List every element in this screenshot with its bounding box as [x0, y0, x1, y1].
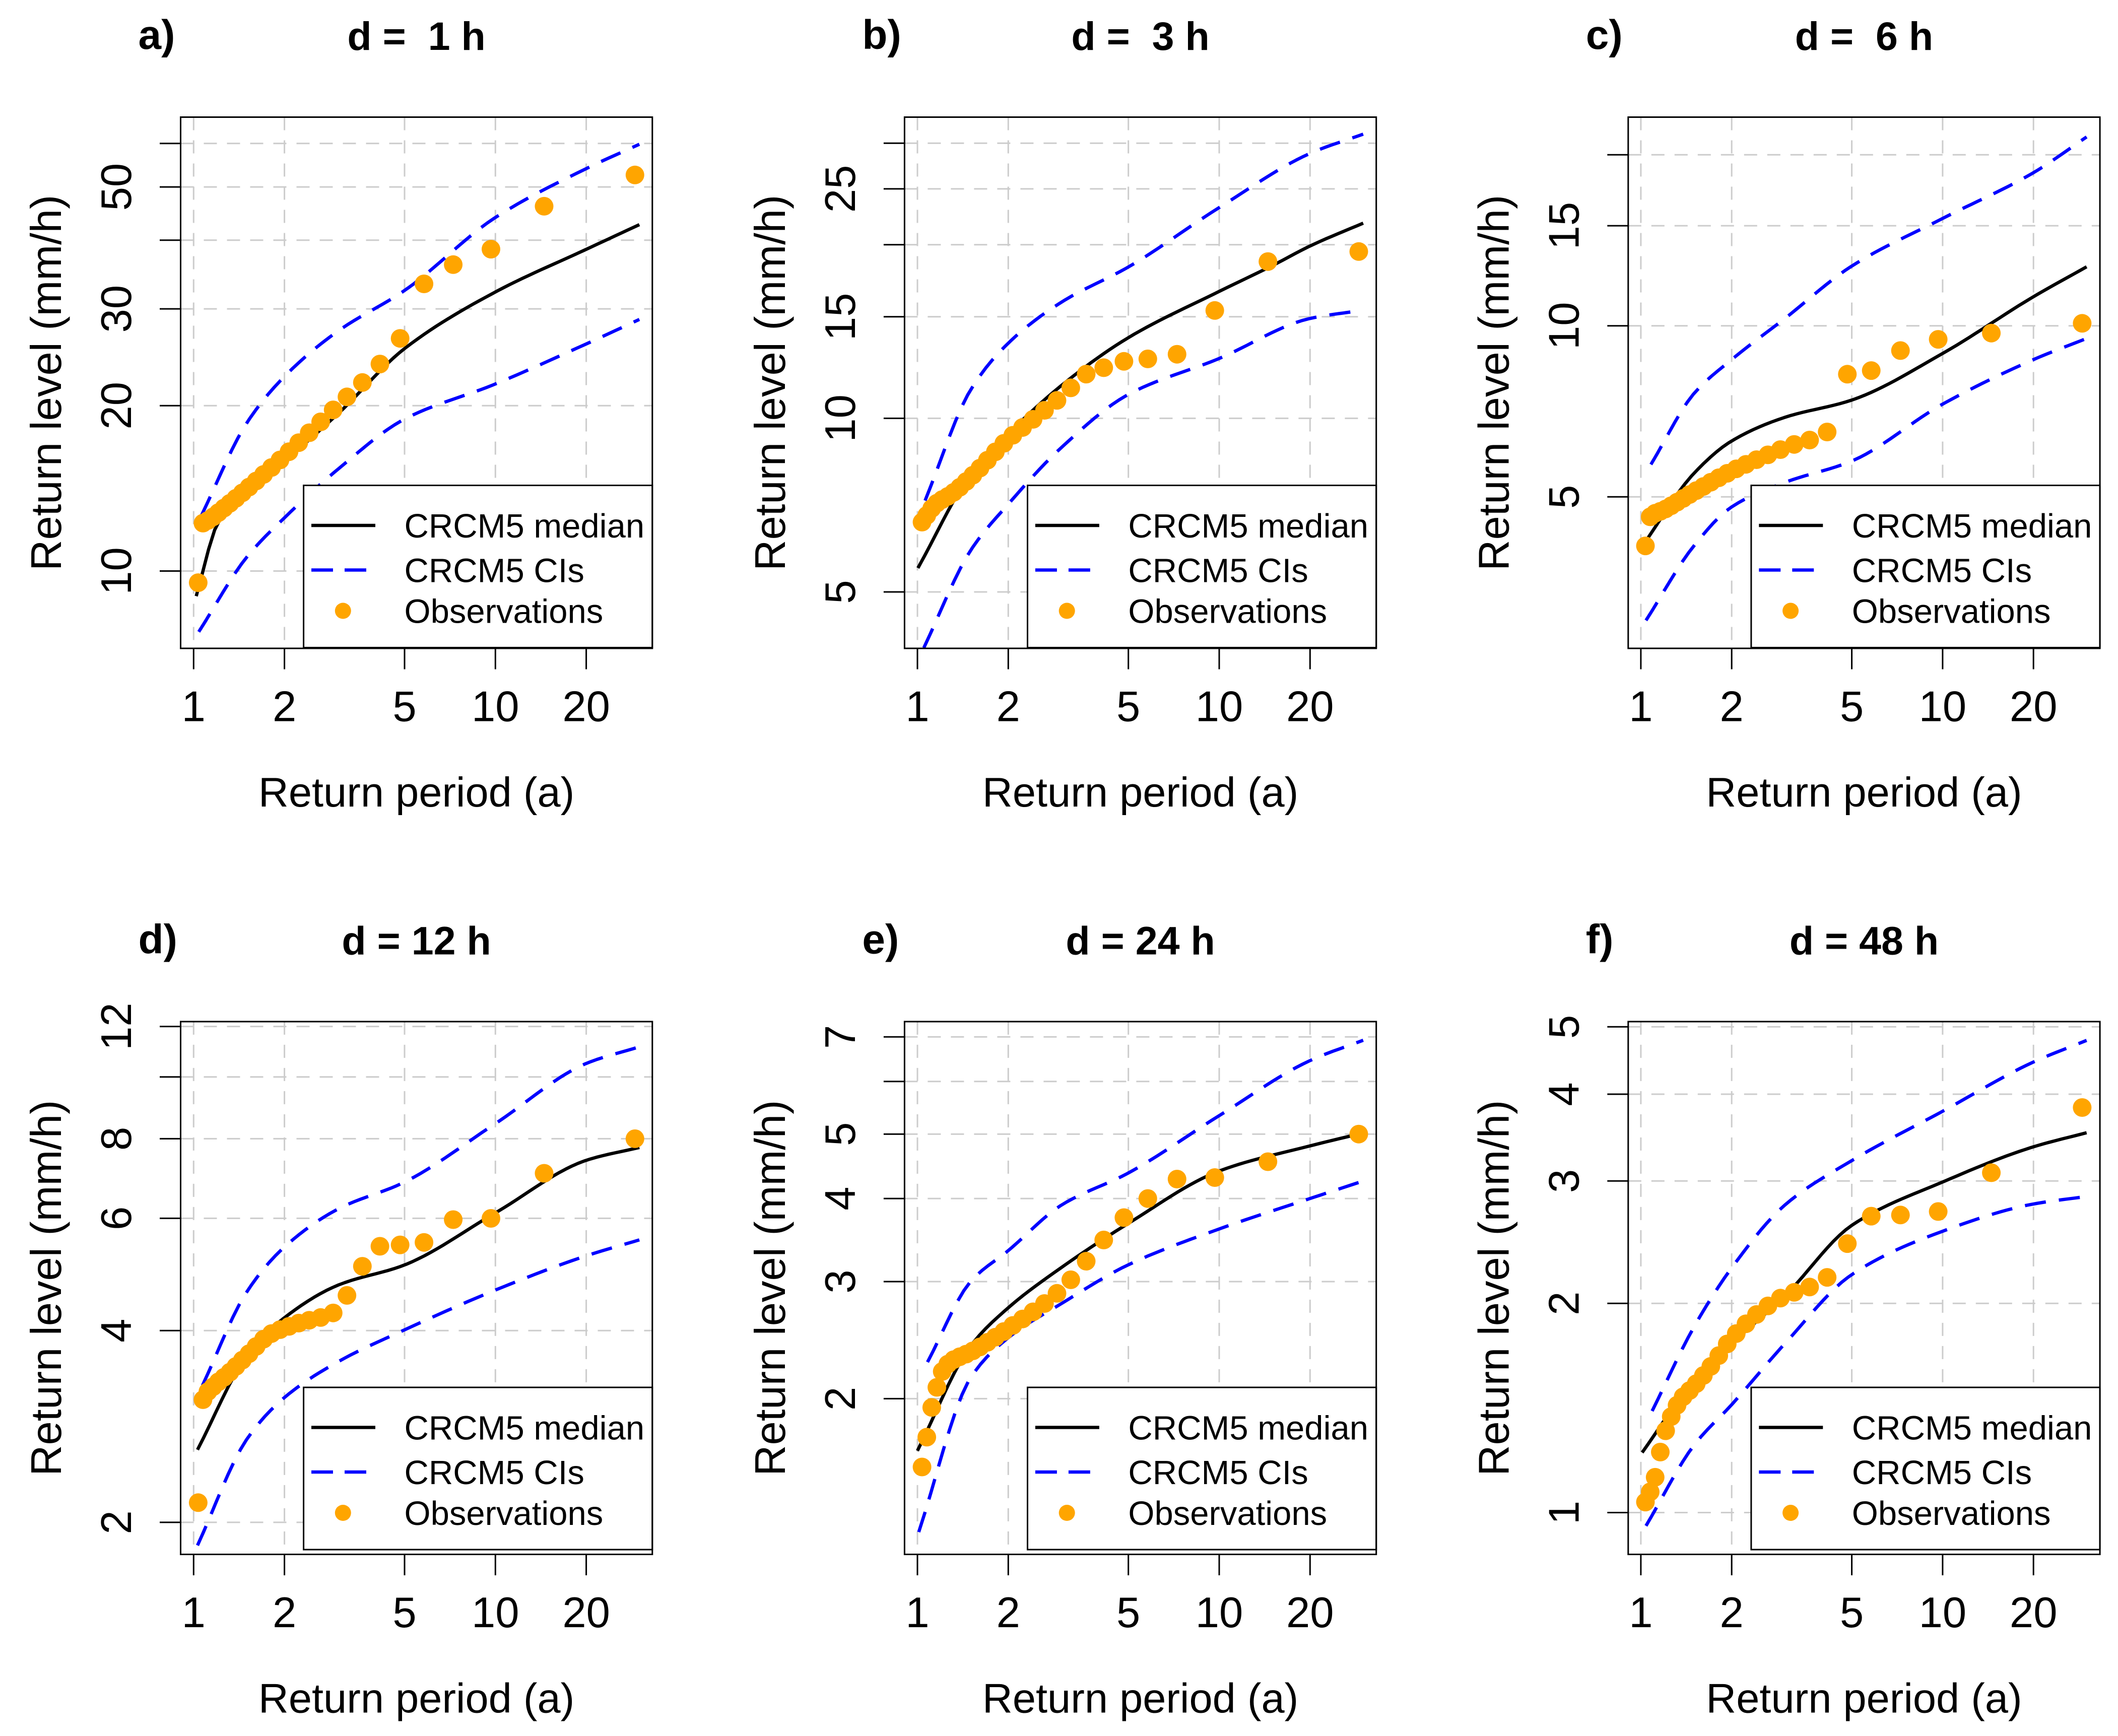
- svg-text:25: 25: [817, 165, 865, 213]
- svg-text:d = 24 h: d = 24 h: [1066, 918, 1215, 963]
- svg-text:d = 1 h: d = 1 h: [347, 14, 485, 58]
- svg-text:d = 6 h: d = 6 h: [1795, 14, 1933, 58]
- svg-text:CRCM5 median: CRCM5 median: [405, 1410, 645, 1447]
- svg-text:10: 10: [1919, 683, 1967, 731]
- svg-text:20: 20: [93, 382, 141, 430]
- svg-text:Observations: Observations: [1128, 593, 1327, 631]
- svg-text:10: 10: [472, 1589, 519, 1637]
- svg-text:Observations: Observations: [405, 1495, 604, 1532]
- svg-text:1: 1: [1629, 683, 1652, 731]
- svg-text:20: 20: [562, 1589, 610, 1637]
- svg-text:5: 5: [817, 1122, 865, 1146]
- svg-text:7: 7: [817, 1025, 865, 1049]
- svg-text:15: 15: [1540, 202, 1588, 250]
- svg-text:20: 20: [1286, 1589, 1334, 1637]
- svg-text:d = 12 h: d = 12 h: [342, 918, 491, 963]
- svg-text:f): f): [1586, 916, 1614, 962]
- svg-text:20: 20: [1286, 683, 1334, 731]
- svg-text:Return period (a): Return period (a): [982, 1675, 1298, 1722]
- svg-text:15: 15: [817, 293, 865, 341]
- svg-text:2: 2: [1720, 683, 1744, 731]
- svg-text:20: 20: [2010, 1589, 2058, 1637]
- svg-text:4: 4: [93, 1319, 141, 1343]
- svg-text:10: 10: [817, 394, 865, 442]
- svg-text:Return period (a): Return period (a): [258, 769, 574, 816]
- svg-text:5: 5: [1840, 1589, 1864, 1637]
- svg-text:8: 8: [93, 1127, 141, 1151]
- svg-text:Return period (a): Return period (a): [1706, 769, 2022, 816]
- svg-text:5: 5: [1116, 683, 1140, 731]
- svg-text:2: 2: [273, 1589, 296, 1637]
- svg-text:e): e): [862, 916, 899, 962]
- svg-text:Return period (a): Return period (a): [1706, 1675, 2022, 1722]
- svg-text:CRCM5 median: CRCM5 median: [405, 507, 645, 545]
- svg-text:1: 1: [182, 683, 206, 731]
- svg-text:50: 50: [93, 163, 141, 211]
- svg-text:2: 2: [997, 1589, 1020, 1637]
- svg-text:Observations: Observations: [1852, 593, 2051, 631]
- svg-text:2: 2: [273, 683, 296, 731]
- svg-text:2: 2: [1540, 1292, 1588, 1315]
- svg-text:20: 20: [2010, 683, 2058, 731]
- svg-text:Observations: Observations: [1128, 1495, 1327, 1532]
- svg-text:Return level (mm/h): Return level (mm/h): [1470, 195, 1518, 571]
- svg-text:CRCM5 CIs: CRCM5 CIs: [1852, 1454, 2032, 1492]
- svg-text:1: 1: [905, 1589, 929, 1637]
- svg-text:2: 2: [817, 1387, 865, 1411]
- svg-text:2: 2: [997, 683, 1020, 731]
- svg-text:1: 1: [1540, 1501, 1588, 1524]
- svg-text:d = 3 h: d = 3 h: [1071, 14, 1209, 58]
- svg-text:10: 10: [93, 547, 141, 595]
- svg-text:5: 5: [1540, 1015, 1588, 1039]
- svg-text:CRCM5 median: CRCM5 median: [1128, 507, 1368, 545]
- svg-text:5: 5: [392, 1589, 416, 1637]
- svg-text:CRCM5 CIs: CRCM5 CIs: [1852, 552, 2032, 590]
- svg-text:10: 10: [1196, 683, 1243, 731]
- svg-text:4: 4: [817, 1186, 865, 1210]
- svg-text:1: 1: [182, 1589, 206, 1637]
- svg-text:12: 12: [93, 1003, 141, 1050]
- svg-text:c): c): [1586, 12, 1623, 58]
- svg-text:5: 5: [1116, 1589, 1140, 1637]
- svg-text:d = 48 h: d = 48 h: [1790, 918, 1939, 963]
- svg-text:10: 10: [1919, 1589, 1967, 1637]
- svg-text:4: 4: [1540, 1082, 1588, 1106]
- svg-text:10: 10: [1196, 1589, 1243, 1637]
- svg-text:d): d): [139, 916, 177, 962]
- svg-text:5: 5: [817, 580, 865, 604]
- svg-text:b): b): [862, 12, 901, 58]
- svg-text:Return period (a): Return period (a): [982, 769, 1298, 816]
- svg-text:CRCM5 CIs: CRCM5 CIs: [1128, 1454, 1308, 1492]
- svg-text:Return level (mm/h): Return level (mm/h): [23, 195, 71, 571]
- svg-text:30: 30: [93, 285, 141, 333]
- svg-text:a): a): [139, 12, 175, 58]
- svg-text:Return level (mm/h): Return level (mm/h): [747, 1100, 795, 1476]
- svg-text:Return level (mm/h): Return level (mm/h): [747, 195, 795, 571]
- svg-text:Return level (mm/h): Return level (mm/h): [1470, 1100, 1518, 1476]
- svg-text:CRCM5 CIs: CRCM5 CIs: [405, 1454, 584, 1492]
- svg-text:Observations: Observations: [1852, 1495, 2051, 1532]
- svg-text:2: 2: [93, 1510, 141, 1534]
- svg-text:5: 5: [392, 683, 416, 731]
- svg-text:CRCM5 median: CRCM5 median: [1128, 1410, 1368, 1447]
- svg-text:1: 1: [1629, 1589, 1652, 1637]
- svg-text:CRCM5 CIs: CRCM5 CIs: [1128, 552, 1308, 590]
- svg-text:CRCM5 median: CRCM5 median: [1852, 507, 2092, 545]
- svg-text:Observations: Observations: [405, 593, 604, 631]
- svg-text:3: 3: [817, 1270, 865, 1293]
- svg-text:CRCM5 CIs: CRCM5 CIs: [405, 552, 584, 590]
- svg-text:Return level (mm/h): Return level (mm/h): [23, 1100, 71, 1476]
- svg-text:6: 6: [93, 1207, 141, 1230]
- svg-text:5: 5: [1540, 485, 1588, 509]
- svg-text:20: 20: [562, 683, 610, 731]
- svg-text:5: 5: [1840, 683, 1864, 731]
- svg-text:10: 10: [1540, 302, 1588, 350]
- svg-text:3: 3: [1540, 1169, 1588, 1193]
- svg-text:1: 1: [905, 683, 929, 731]
- svg-text:Return period (a): Return period (a): [258, 1675, 574, 1722]
- svg-text:2: 2: [1720, 1589, 1744, 1637]
- svg-text:10: 10: [472, 683, 519, 731]
- svg-text:CRCM5 median: CRCM5 median: [1852, 1410, 2092, 1447]
